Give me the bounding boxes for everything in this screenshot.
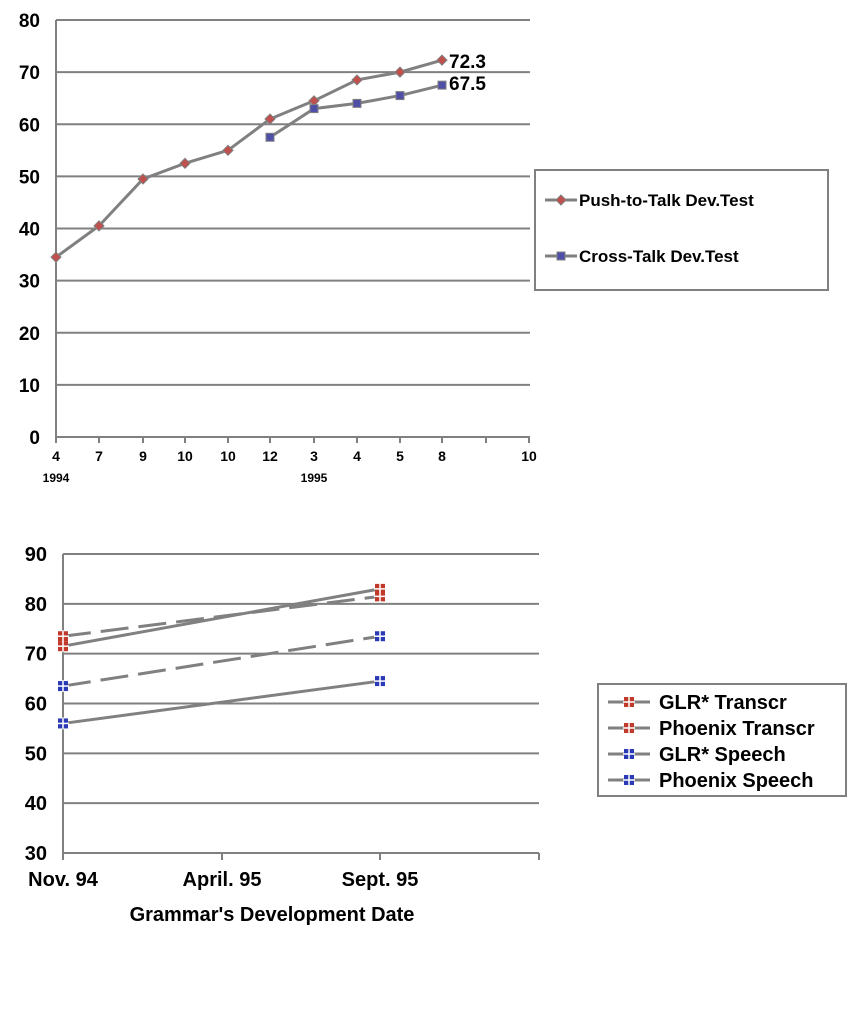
chart-2-gridlines: [63, 553, 539, 805]
chart-1-y-tick-label: 40: [19, 220, 40, 241]
legend-marker-phoenix-transcr: [623, 722, 635, 734]
chart-1-point-push: [93, 220, 105, 232]
chart-1-y-tick-label: 20: [19, 324, 40, 345]
chart-1-year-label: 1994: [43, 471, 70, 485]
chart-2-y-tick-label: 70: [25, 644, 47, 666]
chart-2-y-tick-label: 40: [25, 793, 47, 815]
chart-2-y-tick-label: 80: [25, 594, 47, 616]
legend-label-phoenix-transcr: Phoenix Transcr: [659, 718, 815, 740]
chart-1-year-labels: 1994 1995: [43, 471, 328, 485]
chart-1-point-push: [222, 144, 234, 157]
chart-1-y-tick-label: 10: [19, 376, 40, 397]
chart-1-point-push: [394, 66, 406, 78]
chart-1-y-tick-labels: 0 10 20 30 40 50 60 70 80: [19, 11, 40, 449]
chart-1-point-push: [179, 157, 191, 170]
chart-1-y-tick-label: 50: [19, 167, 40, 188]
chart-1-x-tick-label: 3: [310, 448, 318, 464]
chart-2-point-phoenix-speech: [57, 717, 69, 730]
chart-2-series-line-phoenix-transcr: [62, 594, 381, 638]
chart-2-y-tick-label: 60: [25, 694, 47, 716]
chart-2-x-axis-title: Grammar's Development Date: [130, 904, 415, 926]
chart-2-point-phoenix-transcr: [374, 590, 386, 603]
chart-1-series-line-push: [55, 58, 443, 259]
chart-1-point-push: [264, 113, 276, 125]
chart-1-y-tick-label: 0: [29, 428, 40, 449]
legend-marker-glr-speech: [623, 748, 635, 760]
legend-label-phoenix-speech: Phoenix Speech: [659, 770, 814, 792]
chart-1-year-label: 1995: [301, 471, 328, 485]
chart-2-x-tick-label: Nov. 94: [28, 869, 99, 891]
chart-2-point-glr-speech: [374, 630, 386, 643]
chart-1-x-tick-label: 5: [396, 448, 404, 464]
chart-2-y-tick-label: 30: [25, 843, 47, 865]
legend-marker-cross: [556, 251, 566, 261]
chart-1-y-tick-label: 60: [19, 115, 40, 136]
chart-2-y-tick-label: 50: [25, 743, 47, 765]
chart-2-series-line-glr-speech: [62, 634, 381, 688]
chart-1-x-tick-label: 10: [521, 448, 537, 464]
legend-label-push: Push-to-Talk Dev.Test: [579, 191, 754, 210]
chart-1-point-cross: [309, 104, 319, 114]
chart-1-point-cross: [437, 80, 447, 90]
chart-2-legend-items: GLR* Transcr Phoenix Transcr GLR* Speech Ph…: [608, 692, 815, 792]
chart-1-point-push: [50, 251, 62, 263]
chart-1-series: [50, 54, 448, 263]
chart-1-x-tick-label: 7: [95, 448, 103, 464]
chart-1-x-tick-label: 12: [262, 448, 278, 464]
chart-1-x-tick-label: 4: [353, 448, 361, 464]
chart-2-y-tick-label: 90: [25, 544, 47, 566]
chart-1-point-cross: [395, 91, 405, 101]
legend-label-cross: Cross-Talk Dev.Test: [579, 247, 739, 266]
chart-2-series-line-phoenix-speech: [62, 679, 381, 725]
legend-label-glr-transcr: GLR* Transcr: [659, 692, 787, 714]
chart-2-legend: GLR* Transcr Phoenix Transcr GLR* Speech Ph…: [597, 683, 847, 797]
chart-1-annotation-cross: 67.5: [449, 74, 486, 95]
legend-label-glr-speech: GLR* Speech: [659, 744, 786, 766]
legend-marker-phoenix-speech: [623, 774, 635, 786]
chart-1-point-push: [137, 173, 149, 185]
chart-1-y-tick-label: 80: [19, 11, 40, 32]
chart-1-legend: Push-to-Talk Dev.Test Cross-Talk Dev.Tes…: [534, 169, 829, 291]
chart-1-point-cross: [352, 98, 362, 108]
legend-marker-push: [555, 194, 567, 206]
chart-1-point-cross: [265, 132, 275, 142]
chart-2-series: [57, 582, 386, 730]
chart-2-point-phoenix-speech: [374, 675, 386, 688]
chart-1-x-tick-label: 8: [438, 448, 446, 464]
chart-1-gridlines: [56, 19, 530, 386]
chart-1-series-line-cross: [269, 83, 443, 139]
chart-1-x-tick-label: 9: [139, 448, 147, 464]
chart-1-x-tick-label: 10: [220, 448, 236, 464]
chart-2-y-tick-labels: 30 40 50 60 70 80 90: [25, 544, 47, 865]
chart-2-point-phoenix-transcr: [57, 630, 69, 643]
chart-2-x-tick-label: April. 95: [183, 869, 262, 891]
chart-2-x-tick-labels: Nov. 94 April. 95 Sept. 95: [28, 853, 540, 891]
chart-1-legend-box: [534, 169, 829, 291]
chart-1-y-tick-label: 70: [19, 63, 40, 84]
chart-1-x-tick-label: 4: [52, 448, 60, 464]
chart-1-y-tick-label: 30: [19, 272, 40, 293]
chart-1-point-push: [436, 54, 448, 66]
chart-1-annotation-push: 72.3: [449, 52, 486, 73]
chart-2-x-tick-label: Sept. 95: [342, 869, 419, 891]
chart-1-x-tick-labels: 4 7 9 10 10 12 3 4 5 8 10: [52, 437, 537, 464]
chart-1-point-push: [351, 74, 363, 86]
chart-2-point-glr-speech: [57, 680, 69, 693]
legend-marker-glr-transcr: [623, 696, 635, 708]
chart-1-x-tick-label: 10: [177, 448, 193, 464]
